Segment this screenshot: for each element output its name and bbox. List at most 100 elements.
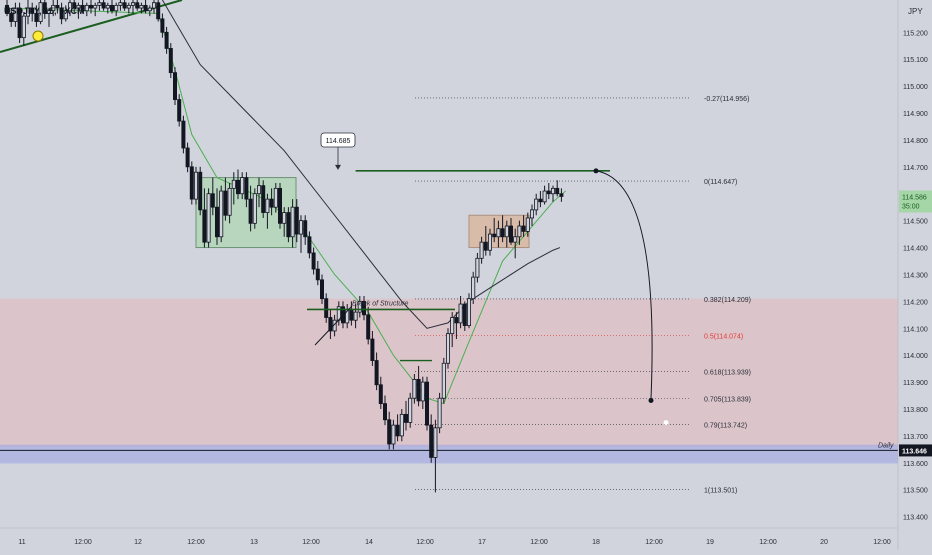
candle-body — [429, 424, 434, 458]
candle-body — [13, 7, 18, 22]
candle-body — [424, 381, 429, 426]
fib-label: 0.79(113.742) — [704, 423, 747, 430]
price-tick-label: 113.600 — [903, 461, 928, 468]
candle-body — [135, 2, 140, 9]
candle-body — [298, 220, 303, 235]
candle-body — [525, 217, 530, 232]
daily-price-tag[interactable] — [899, 444, 932, 457]
candle-body — [177, 99, 182, 122]
price-tick-label: 113.800 — [903, 407, 928, 414]
candle-body — [21, 15, 26, 39]
candle-body — [143, 4, 148, 12]
candle-body — [521, 225, 526, 232]
candle-body — [399, 413, 404, 437]
candle-body — [534, 198, 539, 211]
candle-body — [34, 13, 39, 22]
candle-body — [412, 378, 417, 399]
price-tick-label: 113.400 — [903, 515, 928, 522]
fib-label: 0.382(114.209) — [704, 297, 751, 304]
candle-body — [9, 13, 14, 22]
current-price-tag[interactable] — [899, 190, 932, 213]
candle-body — [454, 317, 459, 324]
time-tick-label: 12:00 — [187, 539, 205, 546]
projection-end-dot — [648, 397, 654, 403]
price-tick-label: 114.500 — [903, 219, 928, 226]
candle-body — [25, 7, 30, 17]
candle-body — [551, 187, 556, 195]
candle-body — [130, 2, 135, 6]
candle-body — [38, 2, 43, 22]
price-axis[interactable]: 115.200 115.100 115.000 114.900 114.800 114.7… — [897, 0, 932, 550]
candle-body — [303, 220, 308, 238]
candle-body — [479, 241, 484, 259]
candle-body — [492, 233, 497, 238]
candle-body — [219, 190, 224, 238]
candle-body — [433, 427, 438, 458]
candle-body — [437, 397, 442, 429]
candle-body — [466, 298, 471, 326]
candle-body — [42, 2, 47, 14]
candle-body — [105, 4, 110, 9]
candle-body — [181, 120, 186, 149]
candle-body — [307, 236, 312, 254]
candle-body — [286, 212, 291, 238]
candle-body — [5, 4, 10, 14]
candle-body — [244, 177, 249, 200]
candle-body — [475, 257, 480, 278]
candle-body — [324, 298, 329, 318]
candle-body — [328, 317, 333, 332]
candle-body — [500, 228, 505, 238]
current-time-value: 35:00 — [902, 203, 920, 210]
time-tick-label: 11 — [18, 539, 25, 546]
time-tick-label: 12 — [134, 539, 142, 546]
candle-body — [530, 209, 535, 219]
price-tick-label: 115.000 — [903, 84, 928, 91]
price-tick-label: 114.400 — [903, 246, 928, 253]
candle-body — [395, 424, 400, 437]
candle-body — [214, 206, 219, 238]
marker-circle-icon — [32, 30, 44, 42]
candle-body — [403, 413, 408, 423]
arrow-down-icon — [335, 164, 341, 170]
candle-body — [189, 166, 194, 200]
candle-body — [63, 10, 68, 20]
candle-body — [93, 4, 98, 9]
candle-body — [450, 317, 455, 335]
candle-body — [248, 198, 253, 224]
candle-body — [89, 4, 94, 9]
time-tick-label: 12:00 — [530, 539, 548, 546]
demand-zone[interactable] — [0, 298, 898, 447]
candle-body — [382, 403, 387, 421]
time-tick-label: 13 — [250, 539, 258, 546]
zones-layer — [0, 298, 898, 464]
time-tick-label: 12:00 — [74, 539, 92, 546]
candle-body — [370, 338, 375, 361]
candle-body — [357, 300, 362, 313]
candle-body — [118, 2, 123, 6]
candle-body — [126, 4, 131, 9]
candle-body — [185, 147, 190, 168]
candle-body — [483, 241, 488, 251]
candle-body — [151, 2, 156, 9]
candle-body — [223, 190, 228, 216]
currency-label: JPY — [908, 7, 923, 16]
candle-body — [122, 2, 127, 9]
candle-body — [311, 252, 316, 270]
price-tick-label: 113.900 — [903, 380, 928, 387]
candle-body — [252, 193, 257, 224]
projection-curve[interactable] — [595, 170, 653, 399]
daily-zone[interactable] — [0, 444, 898, 464]
fib-label: 0(114.647) — [704, 179, 737, 186]
price-tick-label: 114.100 — [903, 326, 928, 333]
candle-body — [546, 190, 551, 195]
candle-body — [277, 187, 282, 224]
candle-body — [97, 2, 102, 6]
time-axis[interactable]: 11 12:00 12 12:00 13 12:00 14 12:00 17 12:00 18 12:… — [0, 527, 898, 546]
candle-body — [156, 2, 161, 20]
candle-body — [378, 384, 383, 405]
candle-body — [416, 378, 421, 402]
candle-body — [147, 7, 152, 12]
ema-slow-extension — [552, 247, 561, 251]
candle-body — [366, 314, 371, 340]
